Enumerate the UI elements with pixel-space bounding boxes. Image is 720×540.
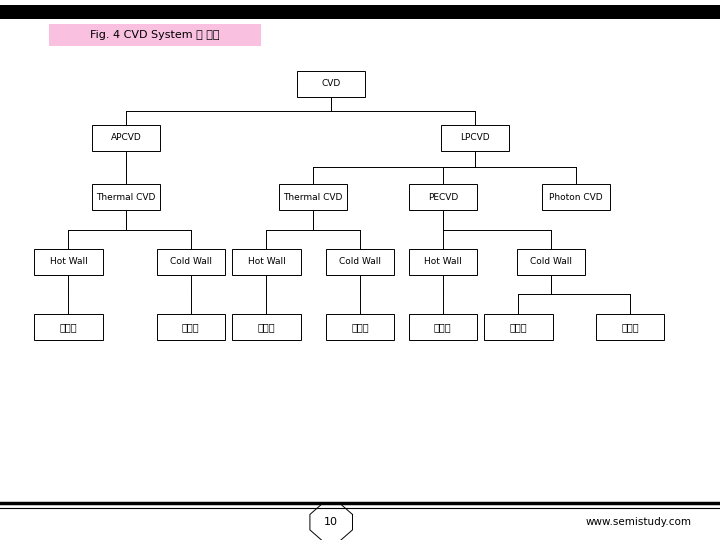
FancyBboxPatch shape [542, 184, 611, 210]
Text: Cold Wall: Cold Wall [530, 258, 572, 266]
Text: LPCVD: LPCVD [460, 133, 490, 142]
FancyBboxPatch shape [596, 314, 665, 340]
FancyBboxPatch shape [0, 5, 720, 19]
FancyBboxPatch shape [92, 184, 160, 210]
FancyBboxPatch shape [232, 249, 301, 275]
Text: Hot Wall: Hot Wall [424, 258, 462, 266]
Text: Thermal CVD: Thermal CVD [96, 193, 156, 201]
Text: PECVD: PECVD [428, 193, 458, 201]
FancyBboxPatch shape [409, 249, 477, 275]
Text: www.semistudy.com: www.semistudy.com [585, 517, 691, 527]
Text: 매연형: 매연형 [621, 322, 639, 332]
Text: APCVD: APCVD [111, 133, 141, 142]
Text: Hot Wall: Hot Wall [50, 258, 87, 266]
FancyBboxPatch shape [297, 71, 366, 97]
Text: Cold Wall: Cold Wall [170, 258, 212, 266]
FancyBboxPatch shape [517, 249, 585, 275]
FancyBboxPatch shape [409, 314, 477, 340]
Text: 수평형: 수평형 [434, 322, 451, 332]
Polygon shape [310, 504, 353, 540]
FancyBboxPatch shape [49, 24, 261, 46]
FancyBboxPatch shape [484, 314, 553, 340]
FancyBboxPatch shape [325, 249, 395, 275]
FancyBboxPatch shape [441, 125, 510, 151]
Text: 10: 10 [324, 517, 338, 527]
FancyBboxPatch shape [35, 249, 103, 275]
FancyBboxPatch shape [232, 314, 301, 340]
FancyBboxPatch shape [92, 125, 160, 151]
FancyBboxPatch shape [35, 314, 103, 340]
FancyBboxPatch shape [157, 314, 225, 340]
Text: 배럴형: 배럴형 [510, 322, 527, 332]
Text: Fig. 4 CVD System 의 분류: Fig. 4 CVD System 의 분류 [90, 30, 220, 40]
Text: CVD: CVD [322, 79, 341, 88]
Text: Thermal CVD: Thermal CVD [284, 193, 343, 201]
Text: 수평형: 수평형 [258, 322, 275, 332]
FancyBboxPatch shape [409, 184, 477, 210]
FancyBboxPatch shape [279, 184, 348, 210]
Text: Cold Wall: Cold Wall [339, 258, 381, 266]
Text: Hot Wall: Hot Wall [248, 258, 285, 266]
FancyBboxPatch shape [157, 249, 225, 275]
Text: Photon CVD: Photon CVD [549, 193, 603, 201]
Text: 수평형: 수평형 [60, 322, 77, 332]
Text: 연속형: 연속형 [182, 322, 199, 332]
Text: 수직형: 수직형 [351, 322, 369, 332]
FancyBboxPatch shape [325, 314, 395, 340]
